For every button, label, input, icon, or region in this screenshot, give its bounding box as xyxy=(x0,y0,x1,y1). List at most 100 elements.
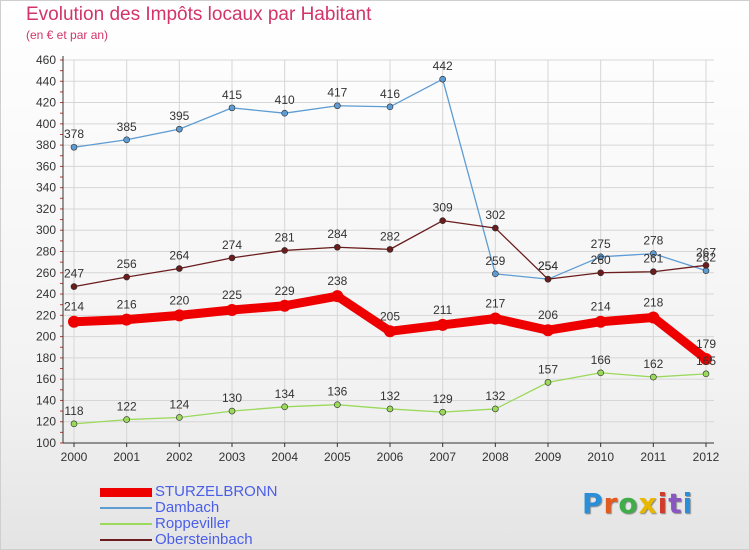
data-label-sturzelbronn: 229 xyxy=(275,284,295,298)
point-roppeviller xyxy=(228,407,236,415)
data-label-sturzelbronn: 179 xyxy=(696,337,716,351)
y-tick-label: 420 xyxy=(36,96,56,110)
point-dambach xyxy=(281,109,288,117)
logo-letter: P xyxy=(582,487,604,520)
point-obersteinbach xyxy=(544,275,552,283)
point-sturzelbronn xyxy=(120,313,133,326)
point-sturzelbronn xyxy=(173,309,186,322)
logo-letter: o xyxy=(618,487,639,520)
data-label-obersteinbach: 256 xyxy=(117,257,137,271)
y-tick-label: 380 xyxy=(36,138,56,152)
data-label-sturzelbronn: 214 xyxy=(64,300,84,314)
point-roppeviller xyxy=(281,403,288,411)
data-label-dambach: 415 xyxy=(222,88,242,102)
point-roppeviller xyxy=(334,401,341,409)
point-dambach xyxy=(386,103,394,111)
data-label-obersteinbach: 260 xyxy=(591,253,611,267)
data-label-sturzelbronn: 217 xyxy=(485,297,505,311)
data-label-sturzelbronn: 205 xyxy=(380,309,400,323)
point-dambach xyxy=(176,125,183,133)
point-sturzelbronn xyxy=(278,299,291,312)
data-label-sturzelbronn: 216 xyxy=(117,298,137,312)
point-sturzelbronn xyxy=(647,311,660,324)
proxiti-logo: Proxiti xyxy=(582,487,693,520)
data-label-roppeviller: 157 xyxy=(538,362,558,376)
data-label-sturzelbronn: 206 xyxy=(538,308,558,322)
y-tick-label: 460 xyxy=(36,53,56,67)
y-tick-label: 320 xyxy=(36,202,56,216)
data-label-roppeviller: 162 xyxy=(643,357,663,371)
x-tick-label: 2006 xyxy=(377,450,404,464)
point-roppeviller xyxy=(70,420,78,428)
data-label-roppeviller: 130 xyxy=(222,391,242,405)
y-tick-label: 260 xyxy=(36,266,56,280)
x-tick-label: 2003 xyxy=(219,450,246,464)
data-label-obersteinbach: 284 xyxy=(327,227,347,241)
data-label-roppeviller: 165 xyxy=(696,354,716,368)
series xyxy=(68,75,712,428)
point-obersteinbach xyxy=(334,243,341,251)
data-label-obersteinbach: 281 xyxy=(275,230,295,244)
data-label-obersteinbach: 267 xyxy=(696,245,716,259)
y-tick-label: 240 xyxy=(36,287,56,301)
x-tick-label: 2009 xyxy=(535,450,562,464)
data-label-roppeviller: 132 xyxy=(380,389,400,403)
point-sturzelbronn xyxy=(489,312,502,325)
point-roppeviller xyxy=(544,379,552,386)
point-roppeviller xyxy=(439,408,446,416)
point-dambach xyxy=(70,143,78,151)
point-obersteinbach xyxy=(123,273,130,281)
point-sturzelbronn xyxy=(331,290,344,303)
legend-label: STURZELBRONN xyxy=(155,483,278,500)
y-tick-label: 220 xyxy=(36,308,56,322)
data-label-obersteinbach: 254 xyxy=(538,259,558,273)
point-sturzelbronn xyxy=(542,324,554,337)
y-tick-label: 360 xyxy=(36,159,56,173)
data-label-sturzelbronn: 225 xyxy=(222,288,242,302)
point-roppeviller xyxy=(492,405,499,413)
data-label-dambach: 410 xyxy=(275,93,295,107)
y-tick-label: 200 xyxy=(36,330,56,344)
x-tick-label: 2010 xyxy=(587,450,614,464)
data-label-roppeviller: 166 xyxy=(591,353,611,367)
point-obersteinbach xyxy=(281,247,288,254)
y-tick-label: 340 xyxy=(36,181,56,195)
point-sturzelbronn xyxy=(384,325,396,338)
data-label-sturzelbronn: 211 xyxy=(433,303,452,317)
point-sturzelbronn xyxy=(436,318,449,331)
point-sturzelbronn xyxy=(68,315,80,328)
y-tick-label: 180 xyxy=(36,351,56,365)
legend-label: Dambach xyxy=(155,499,220,516)
point-obersteinbach xyxy=(228,254,236,262)
chart-subtitle: (en € et par an) xyxy=(26,28,109,42)
chart-title: Evolution des Impôts locaux par Habitant xyxy=(26,4,372,25)
point-obersteinbach xyxy=(702,262,710,269)
point-sturzelbronn xyxy=(700,352,712,365)
point-dambach xyxy=(123,136,130,144)
point-roppeviller xyxy=(386,405,394,413)
data-label-roppeviller: 136 xyxy=(327,385,347,399)
data-label-sturzelbronn: 220 xyxy=(169,293,189,307)
x-tick-label: 2011 xyxy=(640,450,666,464)
y-tick-label: 100 xyxy=(36,436,56,450)
point-obersteinbach xyxy=(70,283,78,290)
data-label-dambach: 416 xyxy=(380,87,400,101)
axes: 100 120 140 160 180 200 220 240 260 280 300 320 340 3… xyxy=(36,53,720,464)
data-label-obersteinbach: 274 xyxy=(222,238,242,252)
data-label-obersteinbach: 247 xyxy=(64,267,84,281)
point-obersteinbach xyxy=(492,224,499,232)
data-label-dambach: 417 xyxy=(327,86,347,100)
data-label-dambach: 385 xyxy=(117,120,137,134)
point-roppeviller xyxy=(597,369,604,377)
point-roppeviller xyxy=(123,416,130,423)
point-roppeviller xyxy=(176,414,183,421)
point-sturzelbronn xyxy=(594,315,607,328)
point-sturzelbronn xyxy=(226,304,238,317)
data-label-roppeviller: 134 xyxy=(275,387,295,401)
x-tick-label: 2002 xyxy=(166,450,193,464)
logo-letter: x xyxy=(638,487,658,520)
x-tick-label: 2012 xyxy=(693,450,720,464)
data-label-dambach: 254 xyxy=(538,259,558,273)
